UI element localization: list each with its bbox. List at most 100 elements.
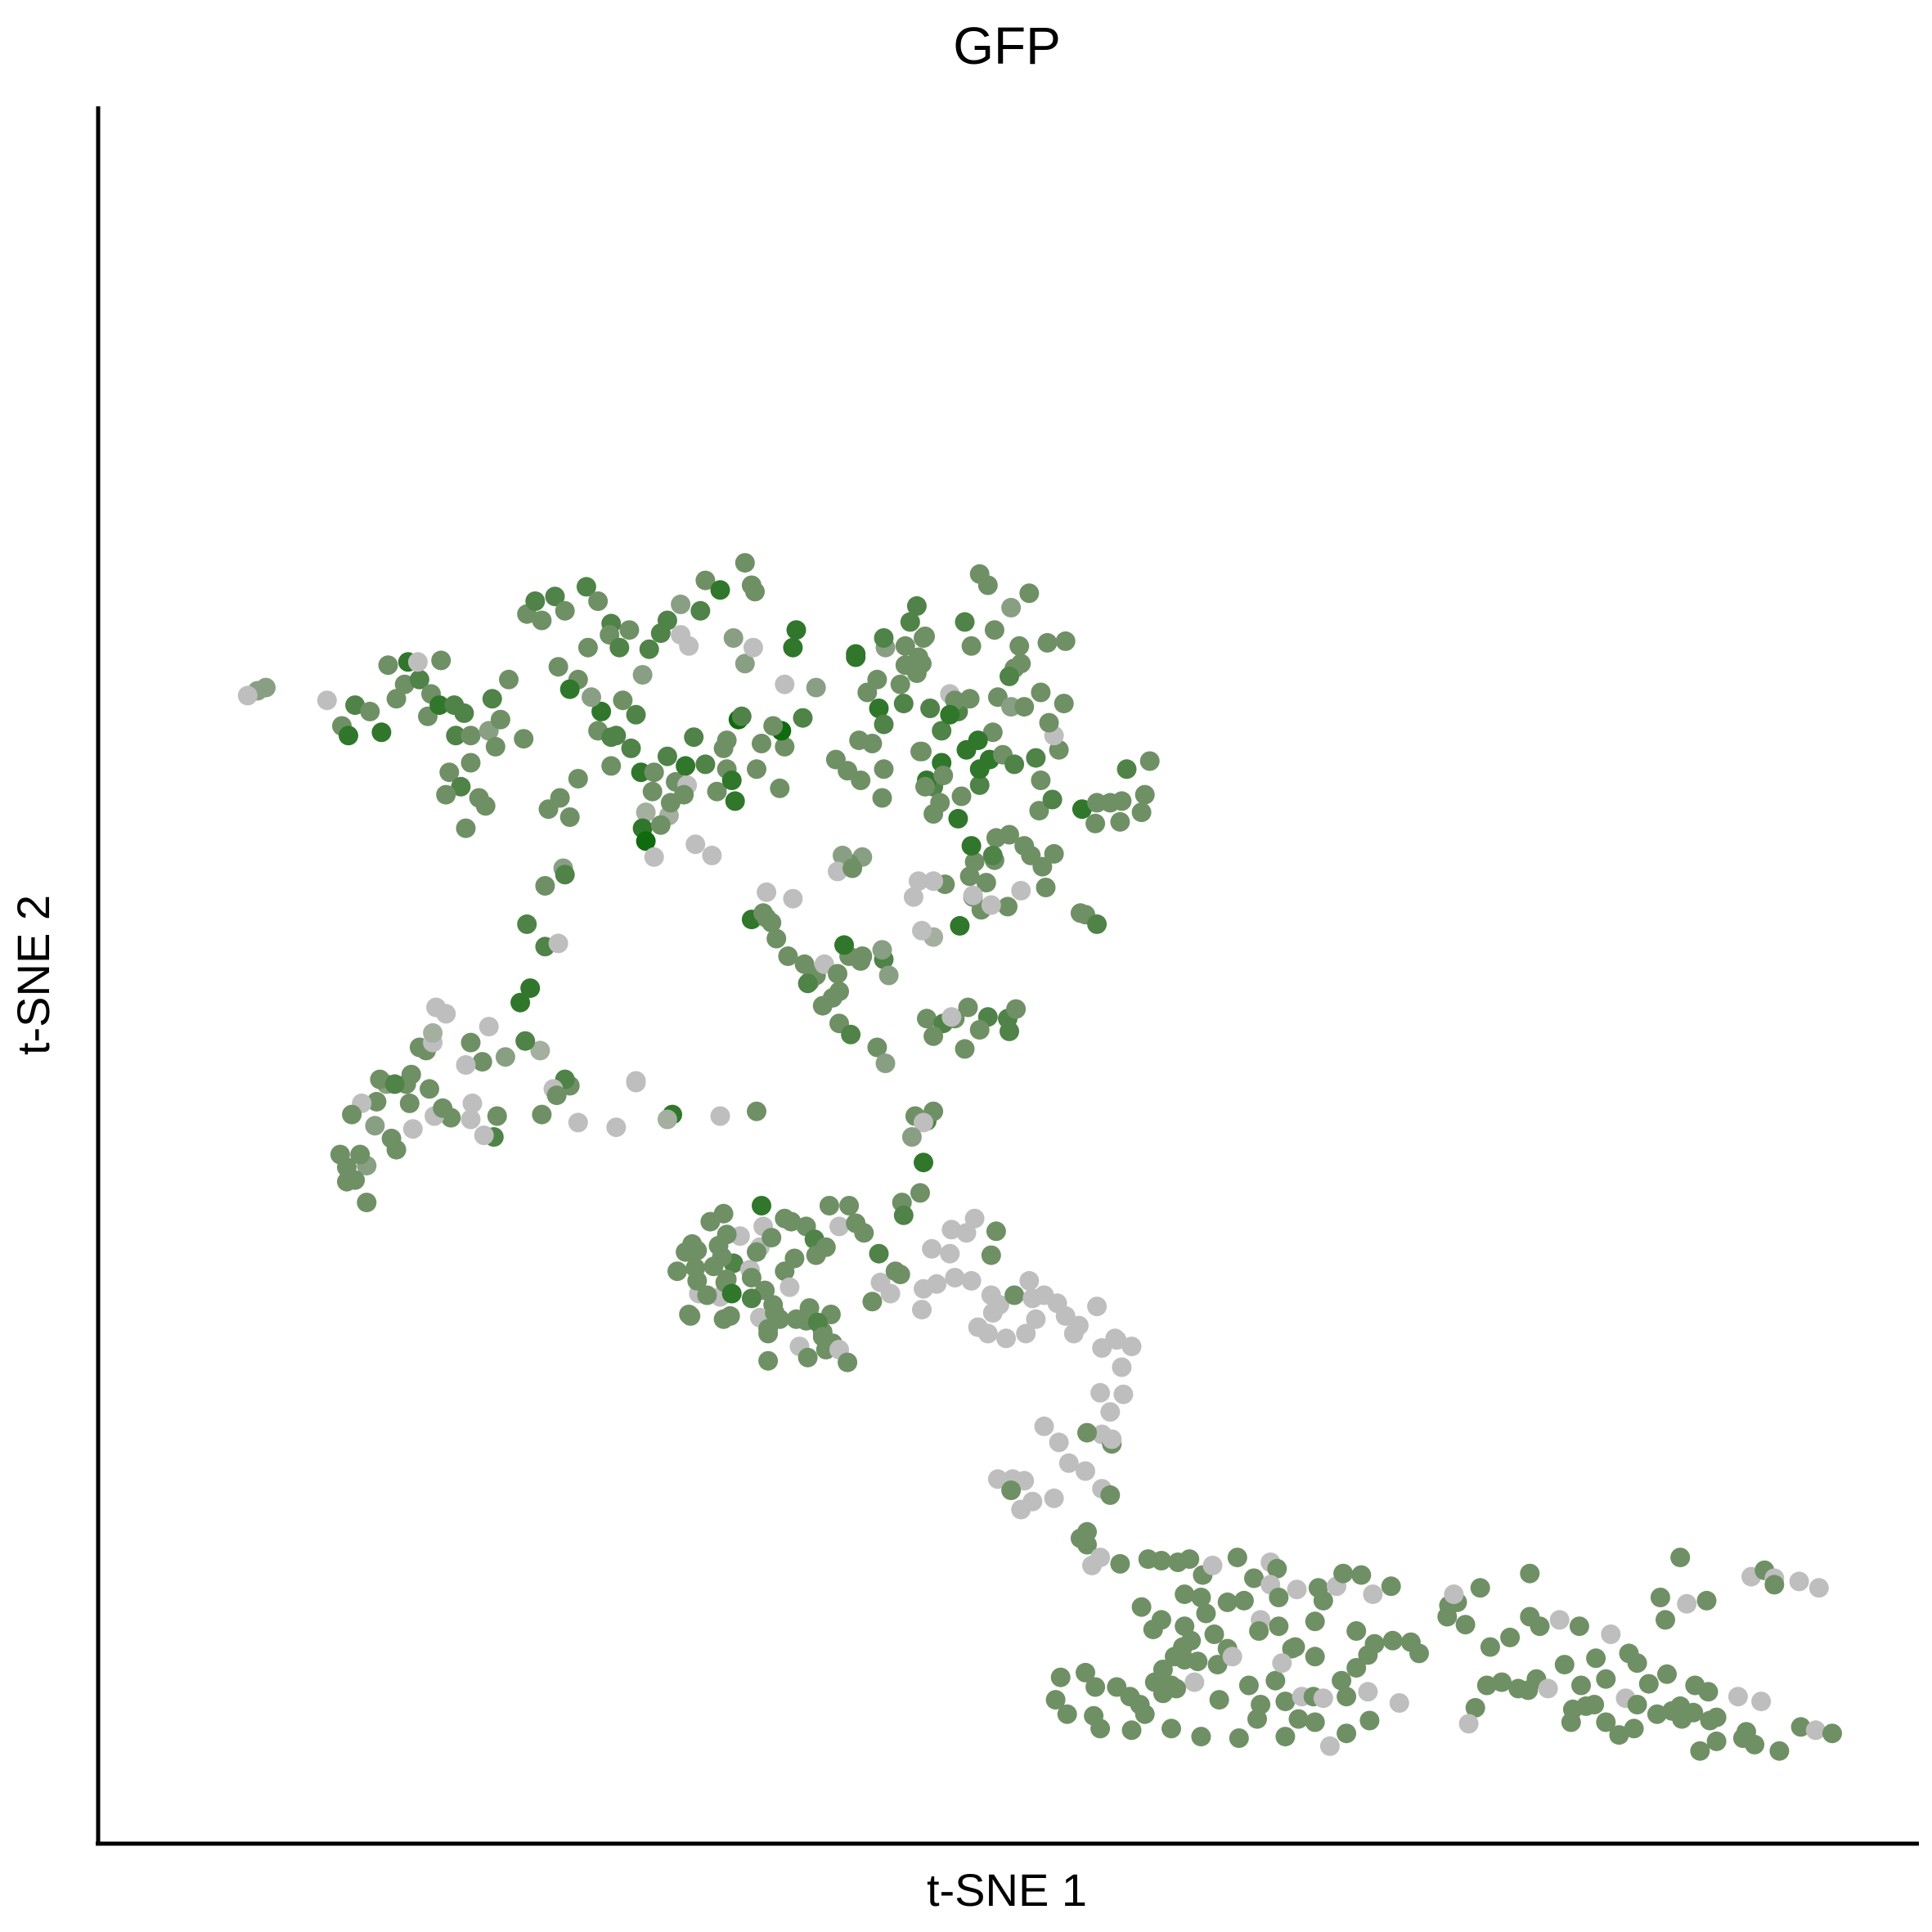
data-point (1100, 1485, 1121, 1505)
data-point (890, 674, 910, 694)
data-point (644, 762, 664, 783)
data-point (697, 1285, 717, 1305)
data-point (1112, 791, 1132, 811)
data-point (1492, 1672, 1512, 1692)
data-point (1063, 1323, 1084, 1344)
data-point (370, 1069, 390, 1090)
data-point (717, 1224, 737, 1245)
data-point (1305, 1647, 1325, 1667)
data-point (1044, 843, 1064, 864)
data-point (676, 756, 696, 776)
data-point (1627, 1653, 1647, 1674)
data-point (626, 1071, 646, 1091)
data-point (499, 669, 519, 690)
data-point (1072, 799, 1092, 820)
data-point (474, 1126, 494, 1145)
data-point (914, 1112, 933, 1133)
data-point (910, 1183, 930, 1203)
data-point (1437, 1606, 1458, 1627)
data-point (1057, 1704, 1077, 1724)
data-point (981, 1245, 1001, 1265)
data-point (456, 818, 476, 838)
data-point (721, 1283, 742, 1304)
data-point (752, 734, 771, 753)
data-point (687, 1270, 708, 1291)
data-point (621, 738, 641, 758)
data-point (366, 1091, 387, 1112)
data-point (762, 1228, 782, 1248)
data-point (964, 1208, 985, 1229)
data-point (752, 1196, 771, 1215)
data-point (875, 1054, 896, 1073)
data-point (775, 736, 795, 757)
data-point (520, 978, 541, 999)
data-point (613, 690, 633, 711)
data-point (1269, 1588, 1289, 1607)
data-point (1204, 1624, 1224, 1644)
data-point (684, 727, 704, 748)
data-point (798, 973, 818, 994)
data-point (1179, 1549, 1200, 1570)
data-point (1161, 1719, 1181, 1739)
data-point (969, 1020, 990, 1040)
data-point (829, 1216, 849, 1237)
data-point (671, 594, 691, 614)
data-point (1698, 1682, 1719, 1702)
data-point (568, 769, 588, 789)
data-point (757, 908, 777, 928)
data-point (495, 1047, 515, 1067)
data-point (770, 778, 790, 798)
data-point (1026, 748, 1046, 768)
data-point (941, 1220, 962, 1240)
data-point (747, 1242, 766, 1262)
data-point (1244, 1568, 1264, 1588)
data-point (961, 636, 982, 656)
data-point (384, 1074, 405, 1094)
data-point (1121, 1720, 1142, 1741)
data-point (1538, 1678, 1558, 1699)
data-point (577, 637, 598, 658)
data-point (849, 730, 869, 751)
data-point (702, 845, 722, 865)
data-point (874, 714, 894, 735)
data-point (591, 701, 612, 721)
data-point (1222, 1647, 1242, 1667)
data-point (538, 799, 559, 820)
data-point (365, 1116, 385, 1136)
data-point (1764, 1575, 1785, 1595)
data-point (922, 1238, 942, 1259)
data-point (1706, 1707, 1727, 1728)
data-point (439, 762, 460, 783)
data-point (707, 781, 727, 802)
data-point (1458, 1714, 1479, 1734)
data-point (1287, 1579, 1307, 1600)
data-point (786, 1309, 806, 1329)
data-point (472, 1052, 492, 1072)
data-point (920, 699, 941, 718)
data-point (479, 1017, 499, 1037)
data-point (532, 610, 552, 631)
data-point (998, 896, 1018, 917)
data-point (1677, 1593, 1697, 1614)
data-point (735, 654, 755, 674)
data-point (1265, 1670, 1286, 1691)
data-point (1656, 1610, 1675, 1630)
data-point (846, 647, 866, 667)
data-point (1275, 1692, 1296, 1712)
data-point (679, 1305, 699, 1324)
data-point (961, 1270, 982, 1291)
data-point (657, 1109, 677, 1130)
data-point (908, 871, 928, 892)
data-point (1011, 880, 1031, 901)
data-point (530, 1040, 550, 1061)
data-point (1191, 1588, 1211, 1607)
data-point (1520, 1563, 1540, 1584)
data-point (1055, 631, 1076, 651)
data-point (968, 730, 988, 751)
data-point (1076, 1662, 1095, 1683)
data-point (1609, 1725, 1629, 1746)
data-point (1229, 1728, 1249, 1748)
data-point (1269, 1616, 1289, 1637)
data-point (1549, 1610, 1570, 1630)
